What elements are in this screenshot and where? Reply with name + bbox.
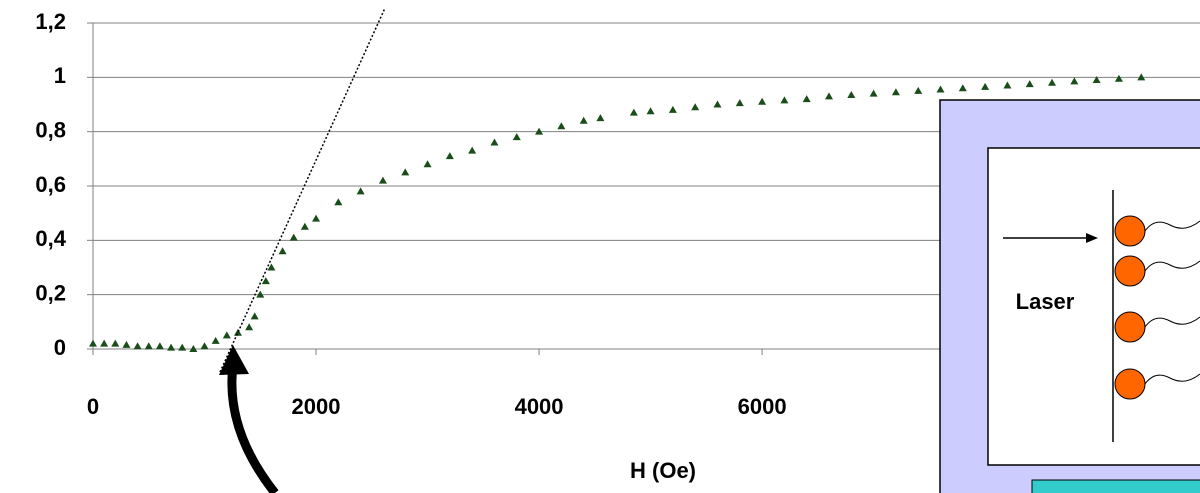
tail (1144, 220, 1200, 232)
tail (1144, 373, 1200, 385)
point (847, 90, 856, 98)
point (780, 96, 789, 104)
point (758, 97, 767, 105)
heads (1114, 215, 1146, 400)
y-tick-label: 0,6 (35, 172, 66, 197)
point (122, 340, 131, 348)
point (646, 107, 655, 115)
tail (1144, 260, 1200, 272)
point (1092, 76, 1101, 84)
point (1070, 77, 1079, 85)
y-tick-label: 0,4 (35, 226, 66, 251)
point (891, 88, 900, 96)
point (445, 152, 454, 160)
y-tick-label: 1,2 (35, 9, 66, 34)
point (89, 339, 97, 347)
point (1137, 73, 1146, 81)
y-tick-label: 0 (54, 335, 66, 360)
tail (1144, 316, 1200, 328)
point (401, 168, 410, 176)
point (914, 86, 923, 94)
x-tick-label: 4000 (515, 394, 564, 419)
point (178, 343, 187, 351)
point (1114, 74, 1123, 82)
y-tick-label: 0,8 (35, 117, 66, 142)
point (629, 108, 638, 116)
inset-substrate (1031, 479, 1200, 493)
arrow-head (219, 345, 249, 375)
point (111, 339, 120, 347)
point (155, 342, 164, 350)
point (825, 92, 833, 100)
x-tick-label: 6000 (738, 394, 787, 419)
head (1114, 255, 1146, 287)
x-axis-title: H (Oe) (630, 458, 696, 483)
laser-label: Laser (1016, 289, 1075, 314)
point (267, 263, 276, 271)
x-tick-label: 2000 (292, 394, 341, 419)
head (1114, 215, 1146, 247)
tangent-line (219, 7, 386, 373)
point (423, 160, 432, 168)
y-tick-label: 0,2 (35, 280, 66, 305)
y-tick-label: 1 (54, 63, 66, 88)
point (167, 343, 176, 351)
point (490, 138, 499, 146)
point (250, 312, 259, 320)
x-tick-label: 0 (87, 394, 99, 419)
point (222, 331, 231, 339)
point (557, 122, 566, 130)
point (691, 103, 700, 111)
point (1048, 78, 1057, 86)
point (596, 114, 605, 122)
point (735, 99, 744, 107)
point (668, 105, 677, 113)
point (189, 345, 198, 352)
point (869, 89, 878, 97)
point (211, 336, 220, 344)
inset: Laser (939, 99, 1200, 493)
point (261, 277, 270, 285)
point (300, 222, 309, 230)
point (1003, 81, 1012, 89)
point (535, 127, 544, 135)
laser-arrow-head (1086, 233, 1098, 243)
point (579, 116, 588, 124)
head (1114, 311, 1146, 343)
point (1025, 80, 1034, 88)
head (1114, 368, 1146, 400)
point (334, 198, 343, 206)
point (245, 323, 254, 331)
point (256, 290, 265, 298)
point (289, 233, 298, 241)
tails (1144, 220, 1200, 385)
point (713, 100, 722, 108)
point (936, 85, 945, 93)
point (802, 95, 811, 103)
inset-panel (987, 147, 1200, 466)
point (133, 342, 142, 350)
point (468, 146, 477, 154)
point (312, 214, 321, 222)
point (100, 339, 109, 347)
point (144, 342, 153, 350)
point (200, 342, 209, 350)
point (512, 133, 521, 141)
point (356, 187, 365, 195)
point (378, 176, 387, 184)
point (233, 328, 242, 336)
point (981, 82, 990, 90)
point (958, 84, 967, 92)
curved-arrow (227, 364, 279, 493)
point (278, 247, 287, 255)
